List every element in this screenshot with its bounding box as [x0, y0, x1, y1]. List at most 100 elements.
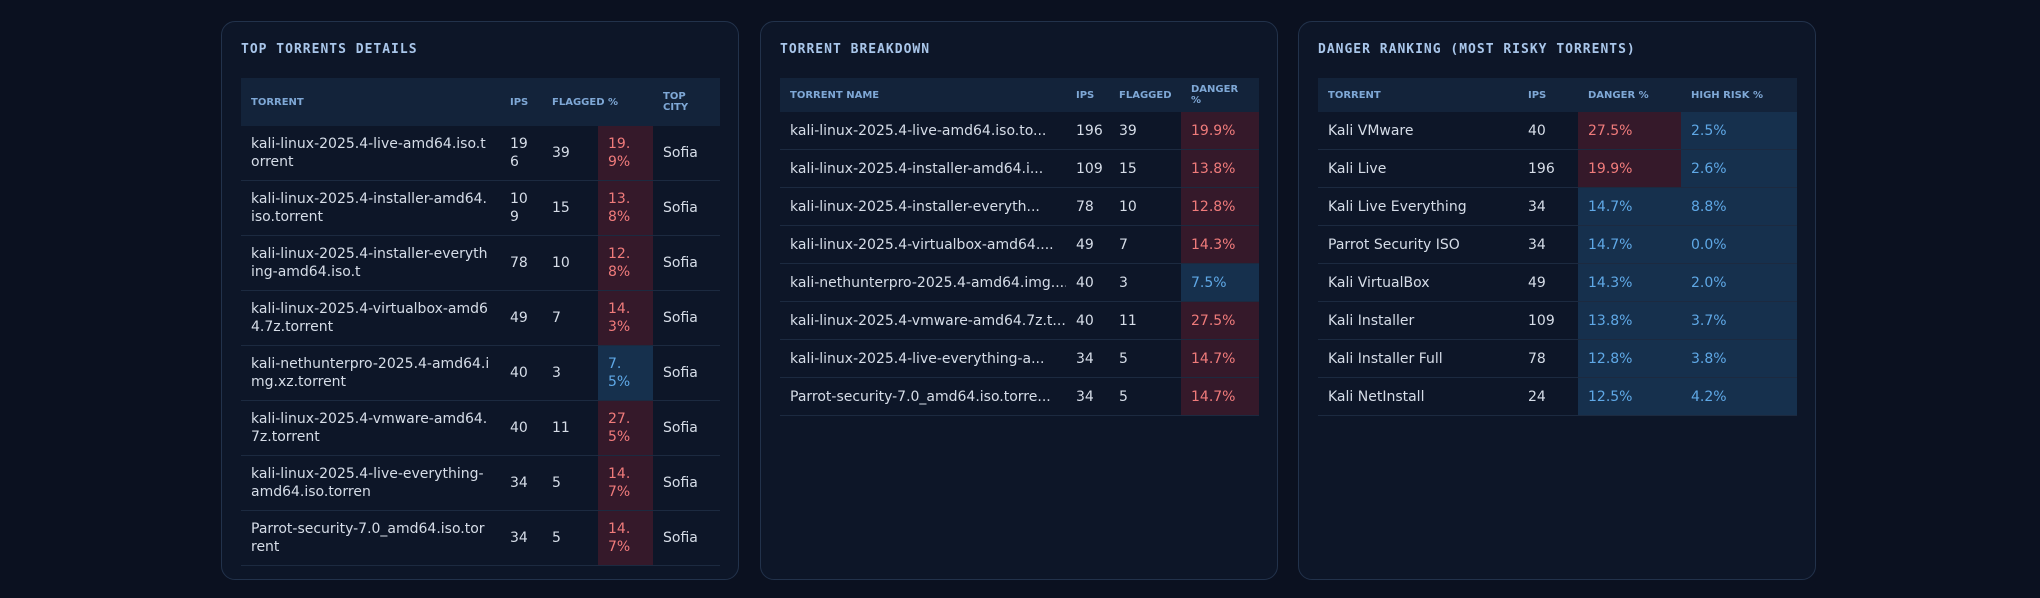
cell: 78: [1066, 187, 1109, 226]
cell: 14.7%: [1578, 225, 1681, 264]
cell: 11: [1109, 301, 1181, 340]
cell: 78: [1518, 339, 1578, 378]
cell: 10: [1109, 187, 1181, 226]
row: kali-nethunterpro-2025.4-amd64.img.xz.to…: [241, 345, 720, 401]
table: TORRENT IPS DANGER % HIGH RISK % Kali VMware…: [1318, 78, 1797, 416]
cell: 40: [1518, 112, 1578, 150]
row: Kali Live Everything 34 14.7% 8.8%: [1318, 187, 1797, 226]
column-header: IPS: [1518, 78, 1578, 112]
cell: 5: [542, 455, 598, 511]
cell: 15: [1109, 149, 1181, 188]
cell: 13.8%: [1181, 149, 1259, 188]
cell: 7.5%: [598, 345, 653, 401]
cell: Parrot Security ISO: [1318, 225, 1518, 264]
cell: kali-linux-2025.4-live-amd64.iso.to...: [780, 112, 1066, 150]
cell: 34: [500, 455, 542, 511]
cell: 27.5%: [1181, 301, 1259, 340]
cell: 34: [500, 510, 542, 566]
cell: Kali Live Everything: [1318, 187, 1518, 226]
cell: Sofia: [653, 235, 720, 291]
cell: 13.8%: [1578, 301, 1681, 340]
cell: 34: [1066, 339, 1109, 378]
cell: kali-linux-2025.4-virtualbox-amd64....: [780, 225, 1066, 264]
cell: 13.8%: [598, 180, 653, 236]
cell: 49: [500, 290, 542, 346]
column-header: HIGH RISK %: [1681, 78, 1797, 112]
column-header: TORRENT: [1318, 78, 1518, 112]
row: kali-linux-2025.4-installer-amd64.i... 10…: [780, 149, 1259, 188]
cell: Kali NetInstall: [1318, 377, 1518, 416]
cell: 49: [1066, 225, 1109, 264]
cell: Kali Live: [1318, 149, 1518, 188]
row: Parrot-security-7.0_amd64.iso.torre... 34…: [780, 377, 1259, 416]
cell: 34: [1518, 225, 1578, 264]
row: Parrot Security ISO 34 14.7% 0.0%: [1318, 225, 1797, 264]
row: kali-linux-2025.4-virtualbox-amd64.... 49…: [780, 225, 1259, 264]
cell: Parrot-security-7.0_amd64.iso.torre...: [780, 377, 1066, 416]
cell: 19.9%: [598, 126, 653, 181]
cell: 34: [1066, 377, 1109, 416]
cell: 14.7%: [598, 510, 653, 566]
cell: 12.8%: [1578, 339, 1681, 378]
row: kali-linux-2025.4-live-amd64.iso.to... 19…: [780, 112, 1259, 150]
row: kali-linux-2025.4-live-everything-a... 34…: [780, 339, 1259, 378]
column-header: IPS: [1066, 78, 1109, 112]
cell: 0.0%: [1681, 225, 1797, 264]
cell: 14.3%: [1578, 263, 1681, 302]
tbody: kali-linux-2025.4-live-amd64.iso.to... 19…: [780, 112, 1259, 416]
cell: kali-linux-2025.4-installer-amd64.i...: [780, 149, 1066, 188]
column-header: TORRENT NAME: [780, 78, 1066, 112]
cell: 196: [500, 126, 542, 181]
row: kali-nethunterpro-2025.4-amd64.img.... 40…: [780, 263, 1259, 302]
row: Kali VMware 40 27.5% 2.5%: [1318, 112, 1797, 150]
cell: 2.5%: [1681, 112, 1797, 150]
row: Kali Installer 109 13.8% 3.7%: [1318, 301, 1797, 340]
table: TORRENT IPS FLAGGED% TOP CITY kali-linux-202…: [241, 78, 720, 566]
row: Parrot-security-7.0_amd64.iso.torrent 34 5…: [241, 510, 720, 566]
row: Kali Installer Full 78 12.8% 3.8%: [1318, 339, 1797, 378]
cell: kali-nethunterpro-2025.4-amd64.img....: [780, 263, 1066, 302]
cell: kali-linux-2025.4-live-everything-amd64.…: [241, 455, 500, 511]
cell: Sofia: [653, 510, 720, 566]
row: Kali VirtualBox 49 14.3% 2.0%: [1318, 263, 1797, 302]
cell: Sofia: [653, 180, 720, 236]
cell: kali-linux-2025.4-installer-amd64.iso.to…: [241, 180, 500, 236]
cell: Kali VMware: [1318, 112, 1518, 150]
thead: TORRENT IPS FLAGGED% TOP CITY: [241, 78, 720, 126]
panel: TOP TORRENTS DETAILS TORRENT IPS FLAGGED% TO…: [221, 21, 739, 580]
cell: kali-linux-2025.4-virtualbox-amd64.7z.to…: [241, 290, 500, 346]
cell: 14.7%: [1181, 339, 1259, 378]
cell: 10: [542, 235, 598, 291]
column-header: DANGER %: [1181, 78, 1259, 112]
cell: 7: [542, 290, 598, 346]
row: Kali Live 196 19.9% 2.6%: [1318, 149, 1797, 188]
row: kali-linux-2025.4-virtualbox-amd64.7z.to…: [241, 290, 720, 346]
cell: 11: [542, 400, 598, 456]
cell: 109: [500, 180, 542, 236]
cell: 2.6%: [1681, 149, 1797, 188]
column-header: IPS: [500, 78, 542, 126]
panel-title: TORRENT BREAKDOWN: [780, 42, 931, 57]
cell: kali-linux-2025.4-installer-everything-a…: [241, 235, 500, 291]
cell: 5: [1109, 339, 1181, 378]
cell: 78: [500, 235, 542, 291]
cell: kali-linux-2025.4-vmware-amd64.7z.t...: [780, 301, 1066, 340]
cell: Parrot-security-7.0_amd64.iso.torrent: [241, 510, 500, 566]
cell: 40: [1066, 263, 1109, 302]
table: TORRENT NAME IPS FLAGGED DANGER % kali-linux…: [780, 78, 1259, 416]
cell: 2.0%: [1681, 263, 1797, 302]
cell: 4.2%: [1681, 377, 1797, 416]
cell: Sofia: [653, 455, 720, 511]
cell: Kali Installer: [1318, 301, 1518, 340]
cell: 39: [1109, 112, 1181, 150]
cell: Sofia: [653, 126, 720, 181]
cell: 12.5%: [1578, 377, 1681, 416]
cell: 14.3%: [1181, 225, 1259, 264]
tbody: Kali VMware 40 27.5% 2.5% Kali Live 196 19.9% 2…: [1318, 112, 1797, 416]
cell: 12.8%: [598, 235, 653, 291]
column-header: FLAGGED: [542, 78, 605, 126]
row: kali-linux-2025.4-installer-amd64.iso.to…: [241, 180, 720, 236]
panel-title: DANGER RANKING (MOST RISKY TORRENTS): [1318, 42, 1636, 57]
cell: 27.5%: [1578, 112, 1681, 150]
cell: kali-linux-2025.4-vmware-amd64.7z.torren…: [241, 400, 500, 456]
